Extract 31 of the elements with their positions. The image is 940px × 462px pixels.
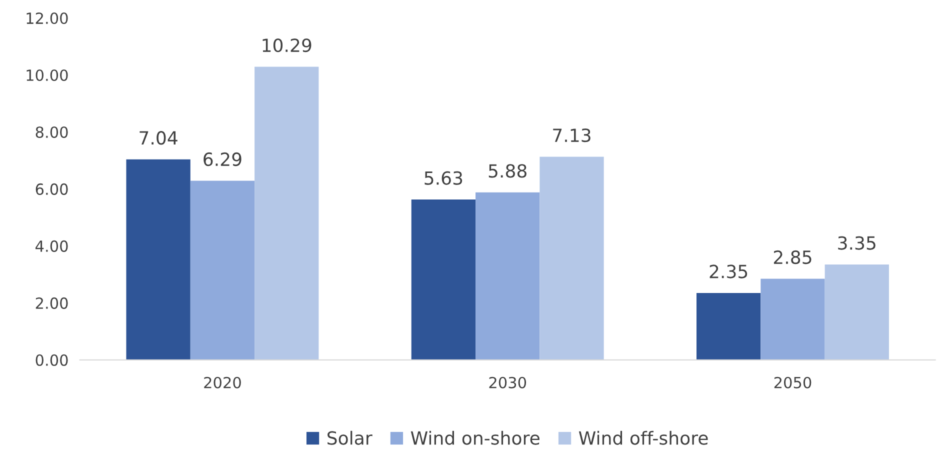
bar	[190, 180, 255, 360]
legend-label: Wind off-shore	[578, 430, 708, 445]
bar	[760, 278, 825, 360]
data-label: 7.13	[553, 128, 590, 142]
data-label: 5.63	[424, 171, 462, 185]
legend-label: Solar	[328, 430, 372, 445]
data-label: 3.35	[838, 236, 876, 250]
data-label: 5.88	[488, 164, 526, 178]
bar	[696, 292, 761, 360]
x-tick-label: 2030	[489, 376, 526, 388]
bar	[411, 200, 476, 360]
data-label: 10.29	[262, 38, 312, 52]
x-tick-label: 2020	[204, 376, 241, 388]
bar	[126, 159, 190, 360]
bar	[824, 264, 889, 360]
y-tick-label: 8.00	[36, 126, 68, 138]
y-tick-label: 4.00	[36, 240, 68, 252]
data-label: 2.35	[710, 264, 748, 278]
y-tick-label: 10.00	[26, 69, 68, 82]
x-tick-label: 2050	[774, 376, 812, 388]
bar	[476, 192, 540, 360]
y-tick-label: 6.00	[36, 183, 68, 195]
bar	[254, 66, 319, 360]
y-tick-label: 2.00	[36, 297, 68, 309]
y-tick-label: 12.00	[26, 12, 68, 24]
data-label: 7.04	[140, 131, 178, 145]
legend-label: Wind on-shore	[410, 430, 540, 445]
data-label: 2.85	[774, 250, 812, 264]
y-tick-label: 0.00	[36, 354, 68, 366]
data-label: 6.29	[204, 152, 242, 166]
bar	[540, 156, 604, 360]
